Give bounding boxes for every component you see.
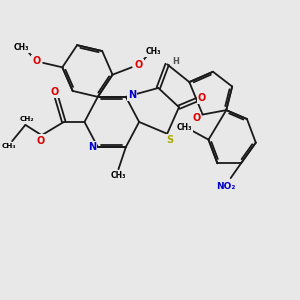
Text: NO₂: NO₂ (216, 182, 235, 191)
Text: N: N (88, 142, 96, 152)
Text: CH₃: CH₃ (146, 47, 161, 56)
Text: O: O (198, 93, 206, 103)
Text: H: H (172, 57, 179, 66)
Text: N: N (128, 90, 136, 100)
Text: CH₃: CH₃ (177, 123, 192, 132)
Text: O: O (192, 113, 200, 123)
Text: CH₃: CH₃ (2, 143, 16, 149)
Text: O: O (51, 86, 59, 97)
Text: CH₃: CH₃ (14, 43, 29, 52)
Text: O: O (134, 60, 143, 70)
Text: CH₃: CH₃ (111, 171, 126, 180)
Text: O: O (36, 136, 44, 146)
Text: CH₂: CH₂ (20, 116, 34, 122)
Text: O: O (32, 56, 41, 66)
Text: S: S (167, 135, 174, 145)
